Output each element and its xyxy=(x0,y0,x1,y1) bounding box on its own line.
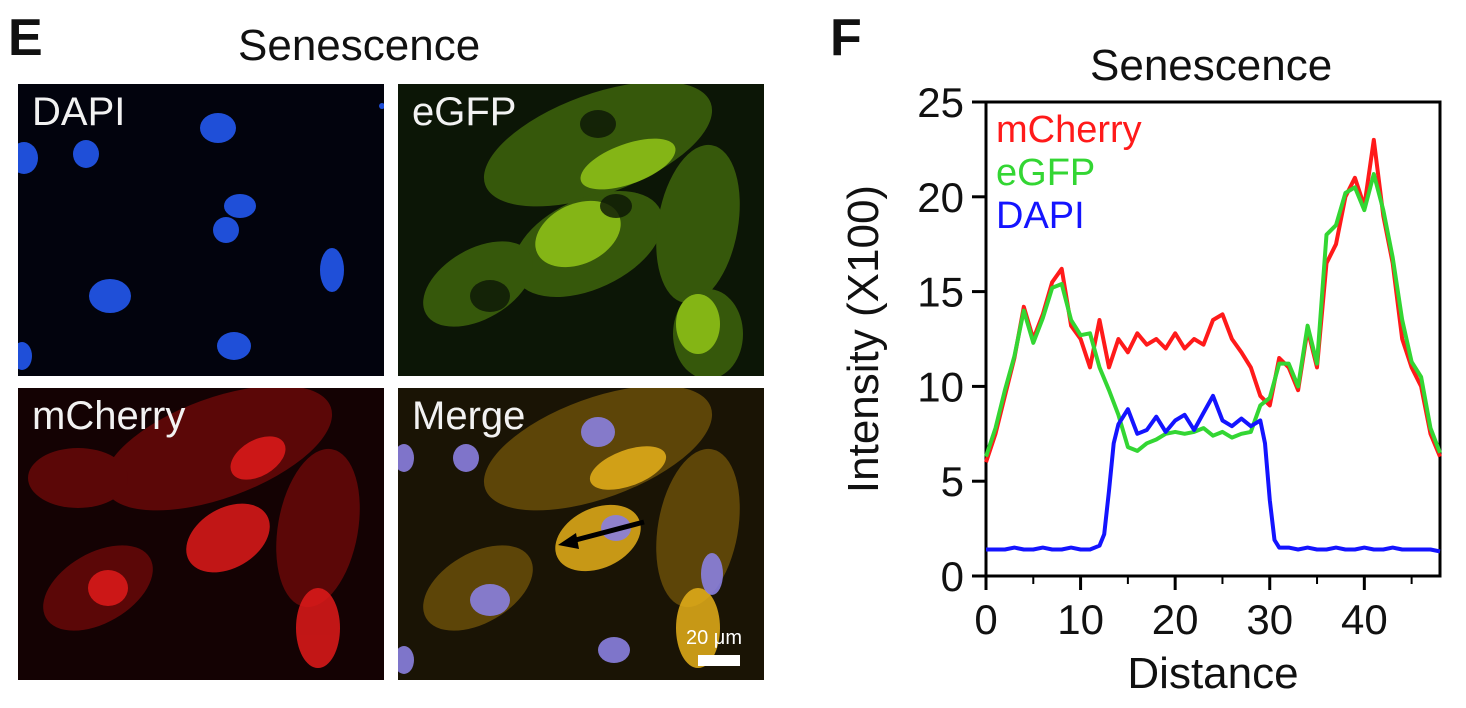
y-tick-label: 20 xyxy=(917,174,964,221)
intensity-line-chart: 0 5 10 15 20 25 0 10 20 30 40 Distance Intensity (X1… xyxy=(830,79,1460,700)
tile-label-merge: Merge xyxy=(412,394,526,438)
plot-frame xyxy=(984,100,1442,578)
legend-entry-mcherry: mCherry xyxy=(996,109,1142,151)
x-tick-label: 10 xyxy=(1057,596,1104,643)
x-axis-label: Distance xyxy=(1127,649,1298,698)
panel-letter-f: F xyxy=(830,9,862,67)
y-tick-label: 25 xyxy=(917,79,964,126)
x-tick-label: 20 xyxy=(1152,596,1199,643)
legend-entry-egfp: eGFP xyxy=(996,152,1095,194)
scale-bar xyxy=(698,655,740,666)
x-tick-label: 30 xyxy=(1246,596,1293,643)
series-line-dapi xyxy=(986,393,1441,554)
y-tick-label: 5 xyxy=(941,458,964,505)
x-tick-label: 40 xyxy=(1341,596,1388,643)
series-line-egfp xyxy=(984,172,1442,458)
y-tick-label: 10 xyxy=(917,363,964,410)
panel-e-title: Senescence xyxy=(238,21,481,70)
chart-canvas: 0 5 10 15 20 25 0 10 20 30 40 Distance Intensity (X1… xyxy=(839,79,1442,698)
chart-title: Senescence xyxy=(1090,41,1333,90)
tile-label-egfp: eGFP xyxy=(412,90,517,134)
panel-letter-e: E xyxy=(8,9,43,67)
y-axis-label: Intensity (X100) xyxy=(839,185,888,493)
scale-bar-label: 20 μm xyxy=(686,627,742,649)
tile-label-mcherry: mCherry xyxy=(32,394,186,438)
x-tick-label: 0 xyxy=(974,596,997,643)
egfp-image: eGFP xyxy=(398,84,764,376)
merge-image: Merge 20 μm xyxy=(398,388,764,680)
legend-entry-dapi: DAPI xyxy=(996,195,1085,237)
dapi-image: DAPI xyxy=(18,84,384,376)
y-tick-label: 0 xyxy=(941,553,964,600)
y-tick-label: 15 xyxy=(917,269,964,316)
mcherry-image: mCherry xyxy=(18,388,384,680)
tile-label-dapi: DAPI xyxy=(32,90,126,134)
